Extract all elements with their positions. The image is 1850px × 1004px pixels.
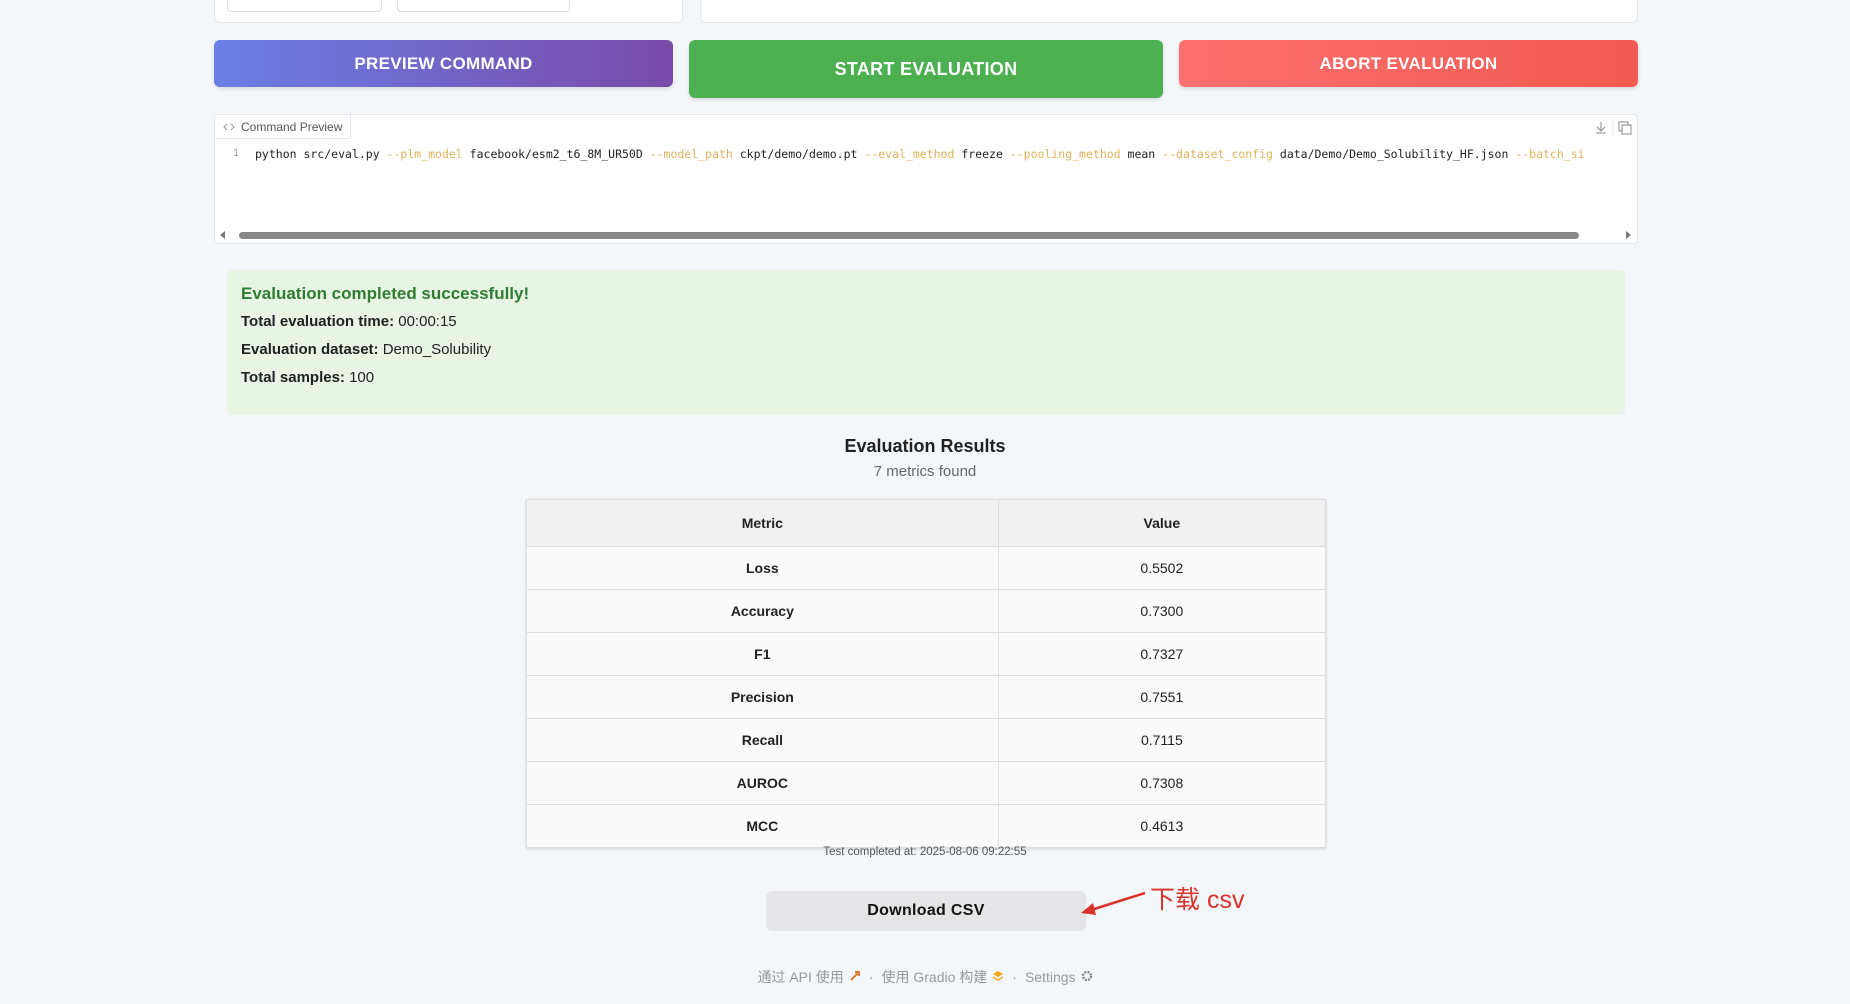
command-value: facebook/esm2_t6_8M_UR50D: [469, 147, 643, 161]
footer-link[interactable]: Settings: [1025, 969, 1093, 985]
command-flag: --dataset_config: [1162, 147, 1273, 161]
status-value: 00:00:15: [398, 313, 457, 330]
column-header: Value: [997, 499, 1327, 547]
status-label: Evaluation dataset:: [241, 341, 379, 358]
table-cell: 0.4613: [997, 804, 1327, 848]
table-cell: Accuracy: [526, 589, 999, 633]
option-box[interactable]: [227, 0, 382, 12]
option-box[interactable]: [397, 0, 570, 12]
settings-panel: [214, 0, 683, 23]
table-row: AUROC 0.7308: [526, 761, 1327, 805]
footer-link[interactable]: 通过 API 使用: [757, 969, 860, 985]
code-actions[interactable]: [1591, 119, 1635, 137]
status-title: Evaluation completed successfully!: [241, 284, 530, 303]
results-subtitle: 7 metrics found: [873, 463, 977, 480]
table-cell: 0.7551: [997, 675, 1327, 719]
annotation: 下载 csv: [1150, 886, 1245, 914]
command-flag: --batch_si: [1515, 147, 1585, 161]
table-cell: 0.7327: [997, 632, 1327, 676]
command-value: freeze: [961, 147, 1003, 161]
command-flag: --eval_method: [864, 147, 955, 161]
table-cell: MCC: [526, 804, 999, 848]
status-label: Total samples:: [241, 369, 345, 386]
command-value: mean: [1127, 147, 1156, 161]
command-flag: --plm_model: [386, 147, 463, 161]
command-value: data/Demo/Demo_Solubility_HF.json: [1279, 147, 1509, 161]
table-cell: 0.5502: [997, 546, 1327, 590]
table-row: Accuracy 0.7300: [526, 589, 1327, 633]
command-flag: --pooling_method: [1009, 147, 1121, 161]
command-value: ckpt/demo/demo.pt: [739, 147, 858, 161]
abort-button[interactable]: ABORT EVALUATION: [1179, 40, 1638, 87]
column-header: Metric: [526, 499, 999, 547]
results-table: Metric Value Loss 0.5502 Accuracy 0.7300 F1 0.7…: [526, 499, 1327, 848]
table-cell: AUROC: [526, 761, 999, 805]
command-code: python src/eval.py --plm_model facebook/…: [255, 147, 1585, 161]
status-value: 100: [349, 369, 375, 386]
command-label: Command Preview: [215, 115, 352, 139]
status-value: Demo_Solubility: [382, 341, 492, 358]
footer-icon: [1081, 970, 1092, 982]
status-box: Evaluation completed successfully! Total…: [227, 270, 1625, 415]
footer-separator: ·: [1012, 969, 1017, 985]
status-item: Evaluation dataset: Demo_Solubility: [241, 341, 1611, 358]
table-cell: Precision: [526, 675, 999, 719]
header-row: Metric Value: [526, 499, 1327, 547]
command-flag: --model_path: [649, 147, 733, 161]
table-cell: 0.7300: [997, 589, 1327, 633]
table-cell: Recall: [526, 718, 999, 762]
table-row: Loss 0.5502: [526, 546, 1327, 590]
line-number: 1: [233, 148, 240, 159]
status-item: Total samples: 100: [241, 369, 1611, 386]
preview-button[interactable]: PREVIEW COMMAND: [214, 40, 673, 87]
table-cell: 0.7115: [997, 718, 1327, 762]
footer-icon: [992, 971, 1004, 981]
footer-separator: ·: [868, 969, 874, 985]
table-row: Recall 0.7115: [526, 718, 1327, 762]
command-program: python src/eval.py: [255, 147, 380, 161]
timestamp: Test completed at: 2025-08-06 09:22:55: [823, 846, 1027, 858]
table-cell: 0.7308: [997, 761, 1327, 805]
scrollbar[interactable]: [215, 227, 1638, 243]
start-button[interactable]: START EVALUATION: [689, 40, 1163, 98]
results-title: Evaluation Results: [844, 436, 1006, 456]
table-row: F1 0.7327: [526, 632, 1327, 676]
table-row: Precision 0.7551: [526, 675, 1327, 719]
input-panel: [700, 0, 1638, 23]
table-cell: F1: [526, 632, 999, 676]
footer-icon: [850, 971, 860, 981]
download-button[interactable]: Download CSV: [766, 891, 1086, 931]
command-preview: Command Preview 1 python src/eval.py --p…: [214, 114, 1638, 244]
footer-link[interactable]: 使用 Gradio 构建: [881, 969, 1004, 985]
table: Metric Value Loss 0.5502 Accuracy 0.7300 F1 0.7…: [526, 499, 1327, 848]
annotation-arrow: [1081, 891, 1146, 915]
footer: 通过 API 使用 · 使用 Gradio 构建 · Settings: [0, 967, 1850, 987]
status-label: Total evaluation time:: [241, 313, 395, 330]
code-icon: [223, 123, 235, 131]
table-cell: Loss: [526, 546, 999, 590]
status-item: Total evaluation time: 00:00:15: [241, 313, 1611, 330]
status-list: Total evaluation time: 00:00:15 Evaluatio…: [241, 313, 1611, 386]
table-row: MCC 0.4613: [526, 804, 1327, 848]
